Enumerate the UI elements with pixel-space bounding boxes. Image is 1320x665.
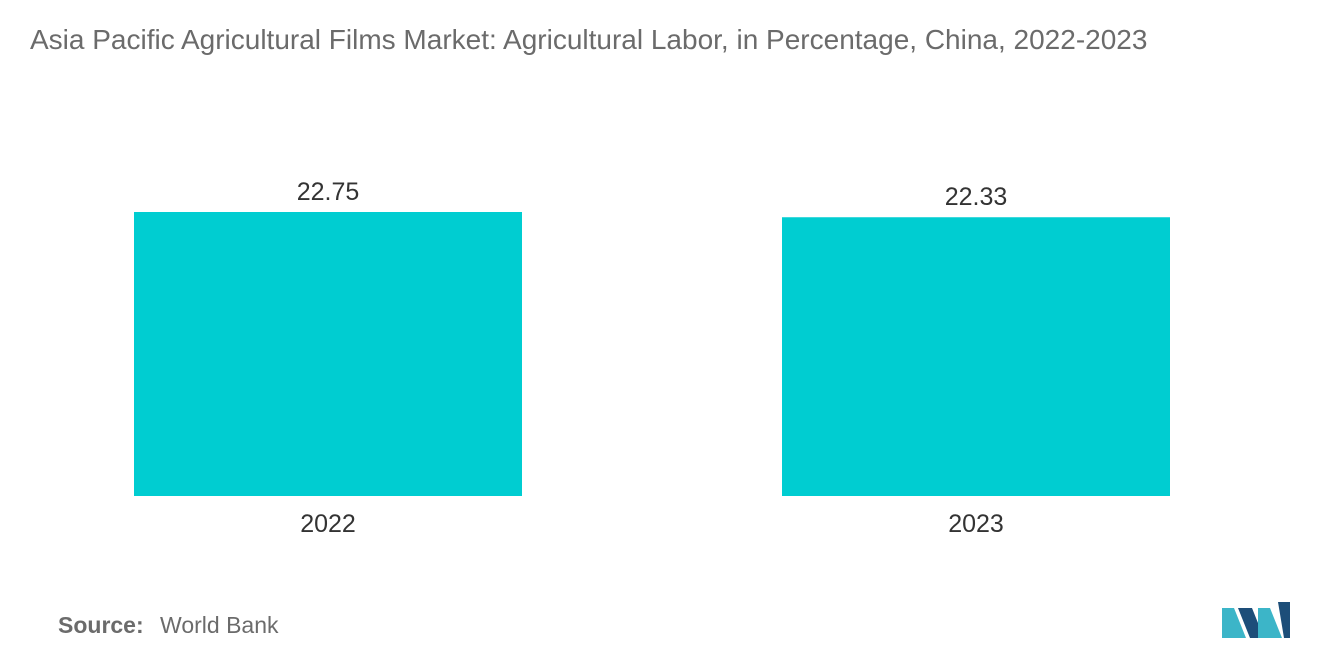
- source-note: Source: World Bank: [58, 612, 279, 639]
- source-value: World Bank: [160, 612, 279, 638]
- mordor-intelligence-logo-icon: [1222, 602, 1290, 638]
- bar-chart: 22.75 2022 22.33 2023: [134, 178, 1170, 538]
- chart-title: Asia Pacific Agricultural Films Market: …: [30, 24, 1148, 55]
- data-label-2022: 22.75: [297, 178, 360, 206]
- x-tick-label-2023: 2023: [948, 510, 1004, 538]
- bar-2023: [782, 217, 1170, 496]
- data-label-2023: 22.33: [945, 183, 1008, 211]
- source-label: Source:: [58, 612, 144, 638]
- x-tick-label-2022: 2022: [300, 510, 356, 538]
- bar-2022: [134, 212, 522, 496]
